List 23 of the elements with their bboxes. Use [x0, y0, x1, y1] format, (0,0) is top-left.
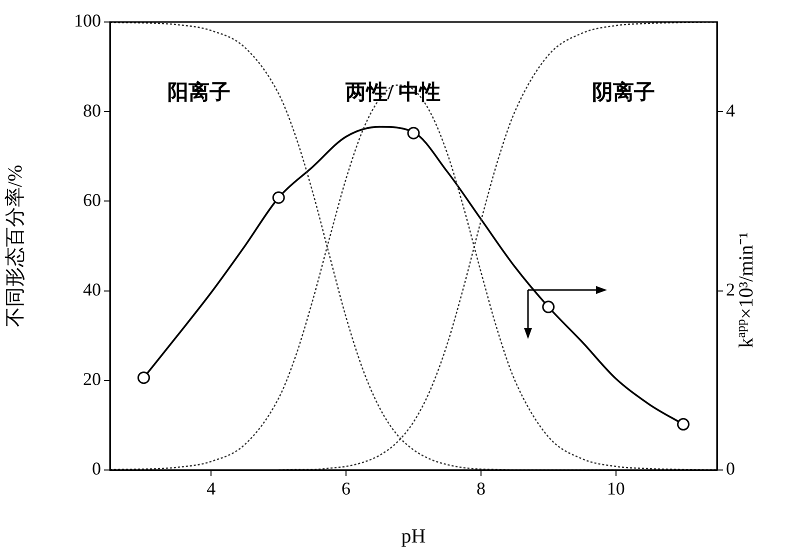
y-tick-label: 40 [83, 280, 101, 300]
annotation: 两性/ 中性 [344, 80, 440, 104]
point [677, 418, 690, 431]
y-tick-label: 100 [74, 10, 101, 31]
point [542, 300, 555, 314]
point [407, 126, 420, 140]
y-tick-label: 0 [92, 458, 101, 479]
annotation: 阳离子 [168, 80, 231, 104]
y-axis-title: 不同形态百分率/% [4, 164, 26, 328]
annotation: 阴离子 [592, 80, 656, 104]
point [137, 371, 150, 384]
y2-tick-label: 4 [726, 100, 735, 120]
y-tick-label: 20 [83, 369, 101, 390]
y-tick-label: 60 [83, 190, 101, 210]
x-tick-label: 8 [476, 478, 486, 499]
x-tick-label: 6 [342, 478, 351, 499]
y2-tick-label: 2 [726, 280, 735, 300]
x-tick-label: 4 [206, 478, 216, 499]
y-tick-label: 80 [83, 100, 101, 120]
x-axis-title: pH [401, 525, 426, 548]
x-tick-label: 10 [606, 478, 625, 499]
y2-tick-label: 0 [726, 458, 735, 479]
point [272, 191, 285, 204]
